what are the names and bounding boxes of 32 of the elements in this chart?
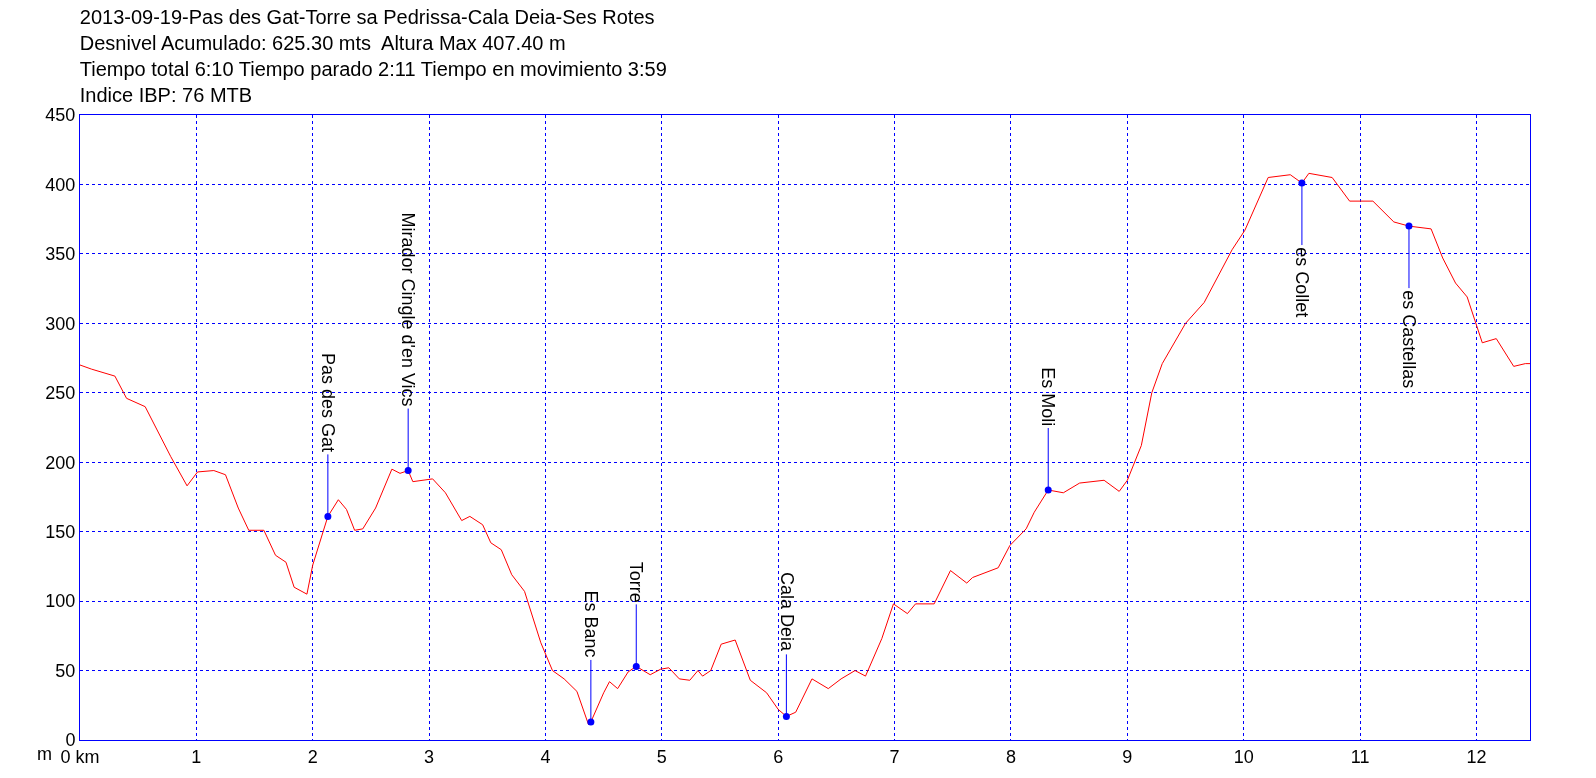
y-tick-label: 50 xyxy=(55,660,76,681)
y-tick-label: 450 xyxy=(45,105,76,126)
x-tick-label: 1 xyxy=(191,746,202,767)
x-tick-label: 5 xyxy=(656,746,667,767)
annotation: Pas des Gat xyxy=(317,353,338,453)
annotation: Mirador Cingle d'en Vics xyxy=(397,212,418,407)
y-tick-label: 250 xyxy=(45,383,76,404)
y-tick-label: 350 xyxy=(45,244,76,265)
y-tick-label: 200 xyxy=(45,452,76,473)
x-tick-label: 10 xyxy=(1233,746,1254,767)
y-tick-label: 150 xyxy=(45,521,76,542)
x-tick-label: 12 xyxy=(1466,746,1487,767)
annotation: Torre xyxy=(626,561,647,603)
line-series xyxy=(80,172,1530,726)
y-tick-label: 100 xyxy=(45,591,76,612)
annotation: Cala Deia xyxy=(776,572,797,653)
x-tick-label: 2 xyxy=(307,746,318,767)
x-tick-label: 6 xyxy=(773,746,784,767)
y-tick-label: 300 xyxy=(45,313,76,334)
annotation: es Collet xyxy=(1291,247,1312,318)
x-tick-label: 3 xyxy=(424,746,435,767)
annotation: Es Moli xyxy=(1037,367,1058,427)
x-tick-label: 8 xyxy=(1005,746,1016,767)
x-tick-label: 4 xyxy=(540,746,551,767)
y-tick-label: 400 xyxy=(45,174,76,195)
chart-title: 2013-09-19-Pas des Gat-Torre sa Pedrissa-Cala Deia-Ses Rotes Desnivel Acumulado: 625.30 mts Altura Max 407.40 m Tiempo total 6:10 Tiempo parado 2:11 Tiempo en movimiento 3:59 Indice IBP: 76 MTB xyxy=(79,6,667,106)
annotation: es Castellas xyxy=(1399,290,1420,389)
y-axis-title: m xyxy=(37,744,52,764)
x-tick-label: 7 xyxy=(889,746,900,767)
x-tick-label: 11 xyxy=(1350,746,1370,767)
x-tick-label: 9 xyxy=(1122,746,1133,767)
annotation: Es Banc xyxy=(581,590,602,658)
